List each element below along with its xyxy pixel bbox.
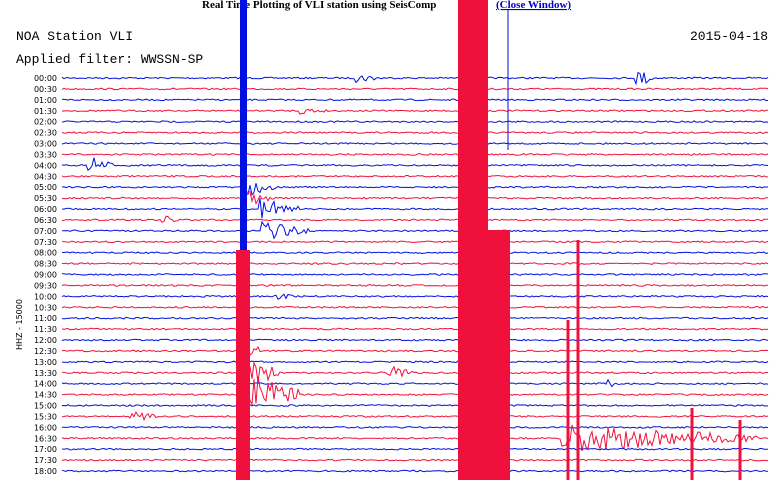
trace bbox=[62, 251, 769, 255]
trace bbox=[61, 87, 769, 91]
trace bbox=[61, 152, 769, 156]
trace bbox=[61, 376, 769, 410]
trace bbox=[61, 425, 769, 429]
trace bbox=[61, 142, 769, 145]
time-label: 00:00 bbox=[34, 74, 57, 83]
time-label: 15:30 bbox=[34, 412, 57, 421]
trace bbox=[61, 293, 769, 300]
time-label: 12:00 bbox=[34, 336, 57, 345]
time-label: 16:30 bbox=[34, 434, 57, 443]
trace bbox=[61, 174, 769, 178]
time-label: 12:30 bbox=[34, 347, 57, 356]
time-label: 05:30 bbox=[34, 194, 57, 203]
page-title: Real Time Plotting of VLI station using … bbox=[202, 0, 436, 11]
time-label: 01:00 bbox=[34, 96, 57, 105]
traces bbox=[61, 0, 769, 480]
trace bbox=[61, 360, 769, 364]
trace bbox=[61, 108, 769, 115]
time-label: 02:00 bbox=[34, 118, 57, 127]
red-spike bbox=[236, 250, 250, 480]
trace bbox=[61, 183, 769, 196]
channel-label: HHZ - 15000 bbox=[15, 299, 24, 350]
date: 2015-04-18 bbox=[690, 29, 768, 44]
time-label: 14:00 bbox=[34, 380, 57, 389]
time-label: 07:00 bbox=[34, 227, 57, 236]
time-label: 13:00 bbox=[34, 358, 57, 367]
time-label: 04:30 bbox=[34, 172, 57, 181]
time-label: 13:30 bbox=[34, 369, 57, 378]
trace bbox=[61, 120, 769, 124]
trace bbox=[61, 404, 769, 407]
time-label: 01:30 bbox=[34, 107, 57, 116]
trace bbox=[61, 327, 769, 331]
time-label: 00:30 bbox=[34, 85, 57, 94]
trace bbox=[61, 71, 769, 86]
trace bbox=[61, 283, 769, 287]
time-label: 06:30 bbox=[34, 216, 57, 225]
station-name: NOA Station VLI bbox=[16, 29, 133, 44]
time-label: 11:30 bbox=[34, 325, 57, 334]
time-label: 08:30 bbox=[34, 260, 57, 269]
quake-burst bbox=[458, 0, 488, 480]
time-label: 15:00 bbox=[34, 402, 57, 411]
time-label: 03:30 bbox=[34, 150, 57, 159]
trace bbox=[61, 316, 769, 320]
time-label: 16:00 bbox=[34, 423, 57, 432]
time-label: 10:30 bbox=[34, 303, 57, 312]
time-label: 17:00 bbox=[34, 445, 57, 454]
trace bbox=[61, 424, 769, 451]
time-label: 05:00 bbox=[34, 183, 57, 192]
time-label: 06:00 bbox=[34, 205, 57, 214]
red-coda bbox=[488, 230, 510, 480]
time-label: 11:00 bbox=[34, 314, 57, 323]
trace bbox=[61, 469, 768, 473]
trace bbox=[61, 345, 769, 358]
trace bbox=[61, 410, 769, 422]
time-label: 02:30 bbox=[34, 129, 57, 138]
trace bbox=[61, 338, 769, 342]
trace bbox=[61, 198, 769, 219]
blue-spike bbox=[240, 0, 247, 250]
trace bbox=[62, 220, 769, 240]
time-label: 14:30 bbox=[34, 391, 57, 400]
trace bbox=[61, 305, 769, 309]
trace bbox=[61, 378, 769, 388]
time-label: 10:00 bbox=[34, 292, 57, 301]
trace bbox=[61, 157, 769, 172]
trace bbox=[61, 447, 769, 451]
trace bbox=[61, 262, 769, 266]
time-label: 09:00 bbox=[34, 271, 57, 280]
time-label: 08:00 bbox=[34, 249, 57, 258]
filter: Applied filter: WWSSN-SP bbox=[16, 52, 203, 67]
time-label: 04:00 bbox=[34, 161, 57, 170]
time-label: 09:30 bbox=[34, 281, 57, 290]
time-label: 03:00 bbox=[34, 140, 57, 149]
close-window-link[interactable]: (Close Window) bbox=[496, 0, 571, 11]
time-label: 18:00 bbox=[34, 467, 57, 476]
trace bbox=[61, 215, 769, 223]
trace bbox=[61, 458, 769, 462]
trace bbox=[61, 98, 769, 102]
trace bbox=[61, 240, 769, 244]
time-label: 17:30 bbox=[34, 456, 57, 465]
trace bbox=[61, 131, 769, 134]
trace bbox=[61, 273, 769, 276]
trace bbox=[61, 360, 769, 389]
time-label: 07:30 bbox=[34, 238, 57, 247]
trace bbox=[61, 191, 769, 205]
